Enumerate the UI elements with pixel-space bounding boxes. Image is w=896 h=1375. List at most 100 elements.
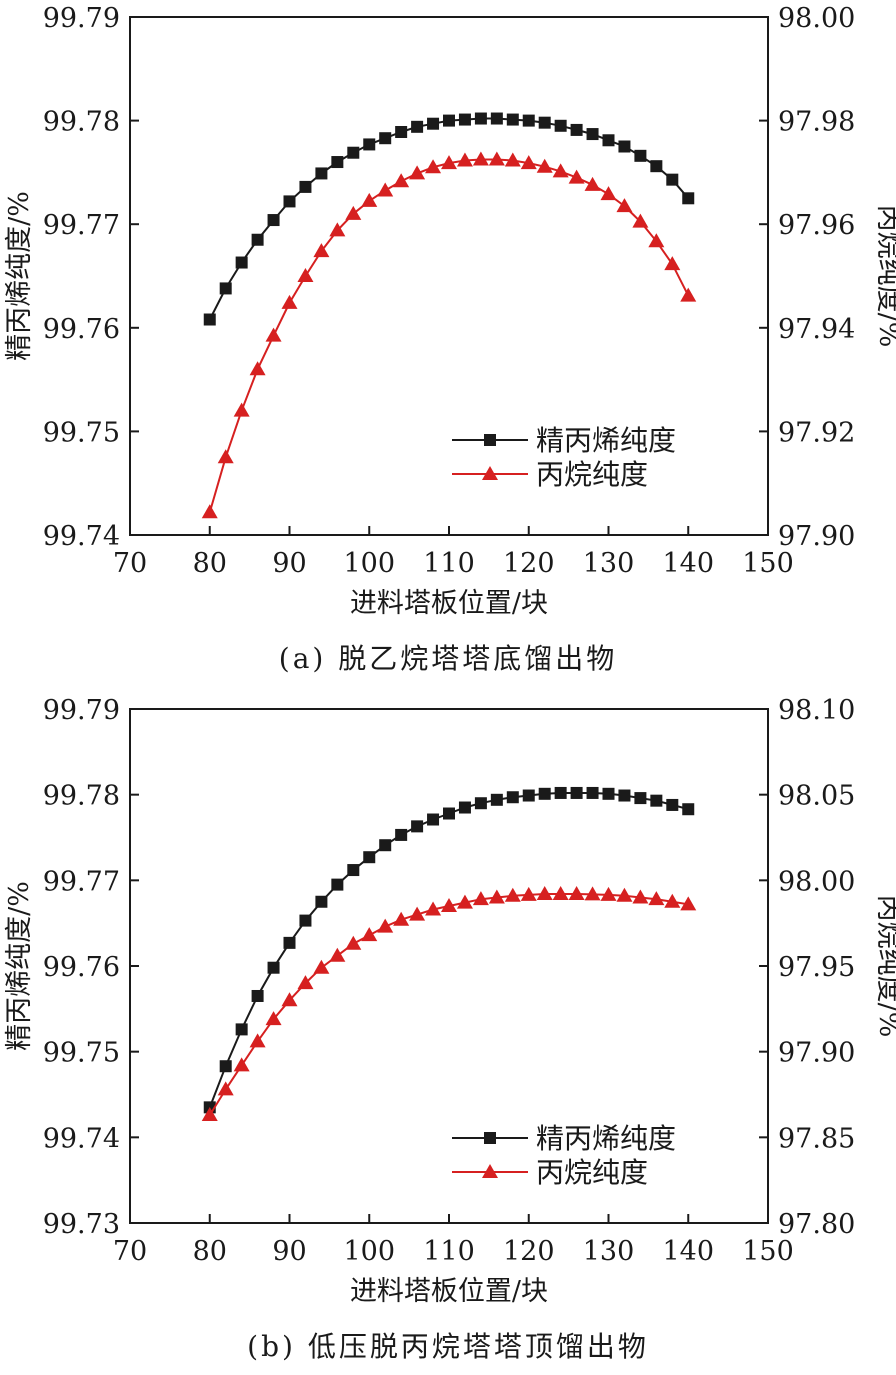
series-line-0 (208, 117, 690, 320)
data-point-triangle (584, 176, 601, 191)
data-point-triangle (201, 504, 218, 519)
y-left-tick-label: 99.74 (43, 1123, 120, 1154)
data-point-square (347, 864, 360, 877)
y-left-tick-label: 99.74 (43, 521, 120, 552)
legend-marker-triangle (482, 1164, 498, 1178)
data-point-square (315, 895, 328, 908)
data-point-square (570, 786, 583, 799)
y-left-tick-label: 99.76 (43, 314, 120, 345)
data-point-square (602, 787, 615, 800)
data-point-square (650, 160, 663, 173)
legend-label-1: 丙烷纯度 (536, 1156, 648, 1189)
data-point-square (219, 282, 232, 295)
data-point-triangle (393, 173, 410, 188)
y-right-tick-label: 97.98 (778, 107, 855, 138)
x-tick-label: 110 (423, 548, 475, 579)
y-left-tick-label: 99.78 (43, 781, 120, 812)
x-axis-label: 进料塔板位置/块 (350, 1276, 548, 1307)
data-point-triangle (616, 887, 633, 902)
data-point-triangle (377, 918, 394, 933)
data-point-square (315, 167, 328, 180)
data-point-triangle (361, 927, 378, 942)
data-point-square (490, 112, 503, 125)
data-point-triangle (329, 222, 346, 237)
data-point-triangle (520, 155, 537, 170)
y-left-tick-label: 99.76 (43, 952, 120, 983)
data-point-square (299, 180, 312, 193)
y-left-tick-label: 99.73 (43, 1209, 120, 1240)
y-left-tick-label: 99.78 (43, 107, 120, 138)
data-point-triangle (456, 152, 473, 167)
data-point-triangle (233, 1057, 250, 1072)
x-tick-label: 100 (343, 1236, 395, 1267)
data-point-square (458, 113, 471, 126)
data-point-square (586, 128, 599, 141)
data-point-square (618, 789, 631, 802)
data-point-triangle (217, 1081, 234, 1096)
y-left-tick-label: 99.77 (43, 210, 120, 241)
data-point-triangle (313, 959, 330, 974)
data-point-square (570, 123, 583, 136)
data-point-triangle (504, 887, 521, 902)
y-right-tick-label: 97.92 (778, 417, 855, 448)
data-point-triangle (584, 886, 601, 901)
data-point-triangle (680, 896, 697, 911)
data-point-triangle (664, 893, 681, 908)
data-point-square (458, 801, 471, 814)
x-tick-label: 70 (113, 548, 147, 579)
data-point-triangle (520, 886, 537, 901)
data-point-square (363, 851, 376, 864)
y-right-tick-label: 97.90 (778, 1038, 855, 1069)
y-right-tick-label: 98.05 (778, 781, 855, 812)
data-point-triangle (664, 256, 681, 271)
data-point-triangle (425, 159, 442, 174)
panel-caption: (b) 低压脱丙烷塔塔顶馏出物 (247, 1330, 649, 1363)
y-right-tick-label: 97.85 (778, 1123, 855, 1154)
data-point-square (331, 878, 344, 891)
data-point-square (666, 173, 679, 186)
x-tick-label: 130 (583, 1236, 635, 1267)
data-point-square (347, 146, 360, 159)
y-left-tick-label: 99.75 (43, 1038, 120, 1069)
data-point-triangle (680, 287, 697, 302)
data-point-square (267, 214, 280, 227)
data-point-triangle (600, 886, 617, 901)
data-point-triangle (632, 889, 649, 904)
y-left-axis-label: 精丙烯纯度/% (4, 881, 35, 1051)
data-point-triangle (313, 243, 330, 258)
y-right-tick-label: 97.95 (778, 952, 855, 983)
x-tick-label: 110 (423, 1236, 475, 1267)
data-point-square (474, 797, 487, 810)
data-point-triangle (329, 947, 346, 962)
data-point-triangle (488, 151, 505, 166)
data-point-triangle (377, 182, 394, 197)
x-tick-label: 80 (193, 548, 227, 579)
data-point-square (331, 156, 344, 169)
y-right-axis-label: 丙烷纯度/% (873, 205, 896, 348)
data-point-triangle (265, 1011, 282, 1026)
data-point-triangle (297, 975, 314, 990)
data-point-triangle (249, 1033, 266, 1048)
x-tick-label: 100 (343, 548, 395, 579)
y-right-tick-label: 97.90 (778, 521, 855, 552)
x-tick-label: 120 (503, 1236, 555, 1267)
data-point-triangle (504, 152, 521, 167)
data-point-square (283, 936, 296, 949)
data-point-triangle (616, 198, 633, 213)
data-point-triangle (409, 906, 426, 921)
data-point-triangle (568, 886, 585, 901)
y-right-axis-label: 丙烷纯度/% (873, 895, 896, 1038)
y-left-tick-label: 99.77 (43, 866, 120, 897)
data-point-square (203, 313, 216, 326)
data-point-square (682, 192, 695, 205)
data-point-square (395, 125, 408, 138)
data-point-triangle (488, 889, 505, 904)
data-point-square (443, 114, 455, 127)
y-left-axis-label: 精丙烯纯度/% (4, 191, 35, 361)
data-point-square (363, 138, 376, 151)
data-point-square (411, 120, 424, 133)
data-point-triangle (409, 165, 426, 180)
data-point-triangle (552, 886, 569, 901)
data-point-square (554, 119, 567, 132)
data-point-square (554, 786, 567, 799)
